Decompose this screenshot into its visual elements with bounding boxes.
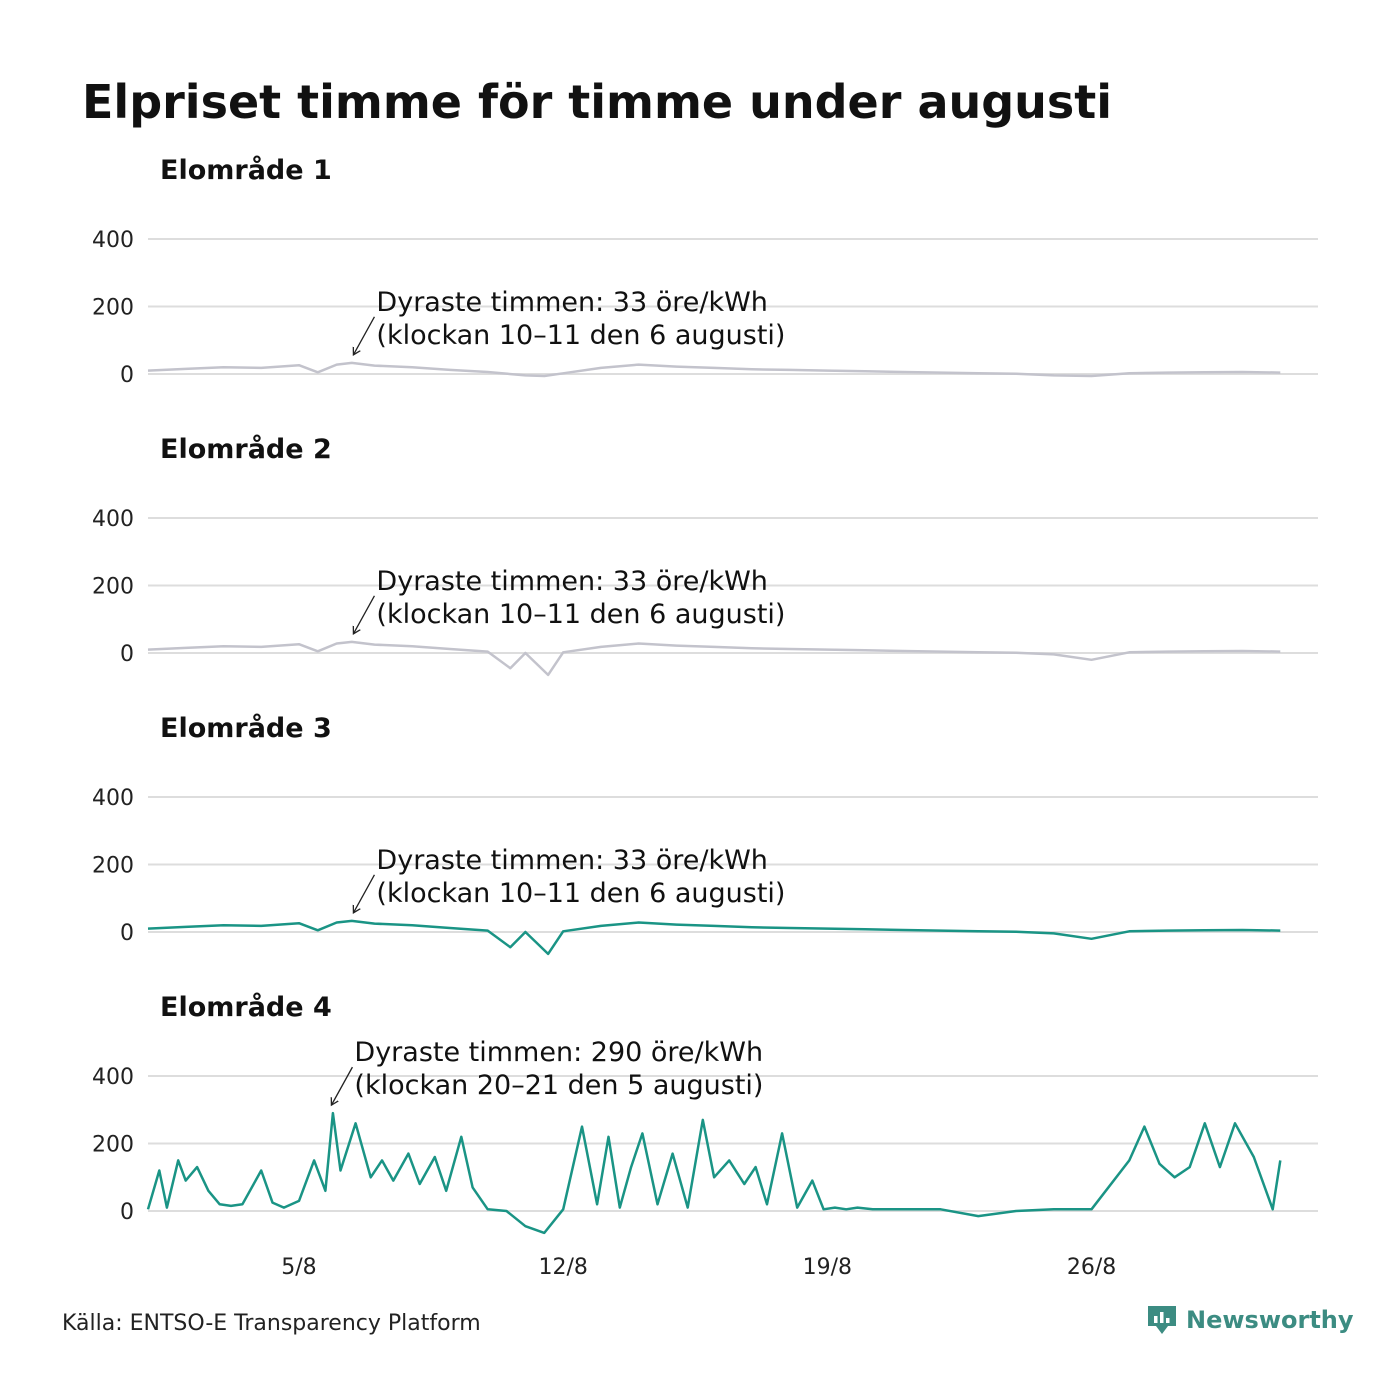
panel-title: Elområde 3: [160, 712, 332, 744]
x-tick-label: 19/8: [803, 1255, 852, 1280]
panel-2: Elområde 2 0 200 400 Dyraste timmen: 33 öre/…: [92, 433, 1318, 677]
newsworthy-logo-icon: [1148, 1306, 1176, 1334]
panel-title: Elområde 2: [160, 433, 332, 465]
chart-panels: Elområde 1 0 200 400 Dyraste timmen: 33 öre/…: [92, 154, 1318, 1235]
annotation-arrow: [353, 874, 376, 913]
x-axis: 5/8 12/8 19/8 26/8: [281, 1255, 1116, 1280]
panel-4: Elområde 4 0 200 400 Dyraste timmen: 290 öre…: [92, 991, 1318, 1235]
y-tick-label: 0: [120, 642, 134, 667]
x-tick-label: 12/8: [538, 1255, 587, 1280]
x-tick-label: 5/8: [281, 1255, 316, 1280]
panel-title: Elområde 1: [160, 154, 332, 186]
annotation-line-2: (klockan 10–11 den 6 augusti): [376, 320, 785, 351]
y-tick-label: 400: [92, 507, 134, 532]
brand-name: Newsworthy: [1186, 1306, 1354, 1334]
price-line: [146, 1111, 1282, 1235]
y-tick-label: 0: [120, 1200, 134, 1225]
source-note: Källa: ENTSO-E Transparency Platform: [62, 1311, 481, 1336]
x-tick-label: 26/8: [1067, 1255, 1116, 1280]
y-tick-label: 400: [92, 786, 134, 811]
price-line: [147, 919, 1281, 956]
y-tick-label: 400: [92, 228, 134, 253]
annotation-line-1: Dyraste timmen: 33 öre/kWh: [376, 566, 767, 597]
annotation-arrow: [353, 595, 376, 634]
price-line: [147, 640, 1281, 677]
annotation-line-2: (klockan 20–21 den 5 augusti): [354, 1070, 763, 1101]
y-tick-label: 200: [92, 1133, 134, 1158]
annotation-arrow: [331, 1066, 353, 1105]
newsworthy-logo: Newsworthy: [1148, 1306, 1354, 1334]
y-tick-label: 0: [120, 921, 134, 946]
panel-title: Elområde 4: [160, 991, 332, 1023]
panel-1: Elområde 1 0 200 400 Dyraste timmen: 33 öre/…: [92, 154, 1318, 388]
annotation-line-1: Dyraste timmen: 33 öre/kWh: [376, 287, 767, 318]
panel-3: Elområde 3 0 200 400 Dyraste timmen: 33 öre/…: [92, 712, 1318, 956]
y-tick-label: 400: [92, 1065, 134, 1090]
y-tick-label: 200: [92, 575, 134, 600]
annotation-line-1: Dyraste timmen: 33 öre/kWh: [376, 845, 767, 876]
annotation-line-1: Dyraste timmen: 290 öre/kWh: [354, 1037, 763, 1068]
price-line: [147, 361, 1281, 378]
annotation-line-2: (klockan 10–11 den 6 augusti): [376, 878, 785, 909]
y-tick-label: 200: [92, 854, 134, 879]
y-tick-label: 200: [92, 296, 134, 321]
y-tick-label: 0: [120, 363, 134, 388]
annotation-line-2: (klockan 10–11 den 6 augusti): [376, 599, 785, 630]
chart-title: Elpriset timme för timme under augusti: [82, 75, 1112, 129]
annotation-arrow: [353, 316, 376, 355]
